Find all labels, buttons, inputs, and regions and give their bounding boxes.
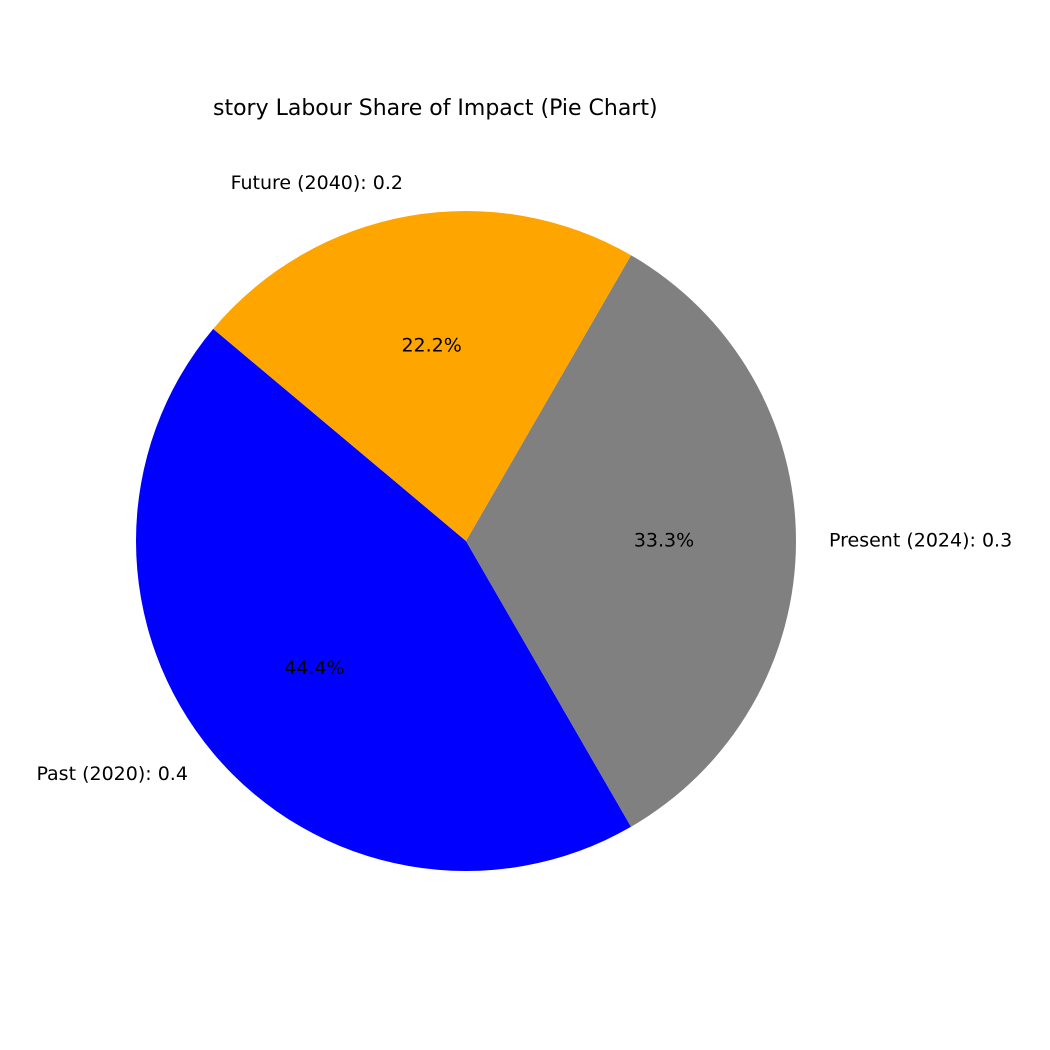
slice-label-1: Present (2024): 0.3: [829, 530, 1012, 552]
pie-slice-1: [466, 255, 796, 827]
pie-slice-2: [213, 211, 632, 542]
slice-percent-label-0: 44.4%: [284, 657, 344, 679]
pie-slices: [136, 211, 796, 871]
pie-slice-0: [136, 328, 631, 871]
chart-title: story Labour Share of Impact (Pie Chart): [213, 96, 658, 121]
slice-label-2: Future (2040): 0.2: [231, 172, 403, 194]
slice-percent-label-1: 33.3%: [634, 530, 694, 552]
pie-labels: Past (2020): 0.4 44.4% Present (2024): 0.3…: [36, 172, 1012, 785]
slice-percent-label-2: 22.2%: [401, 335, 461, 357]
slice-label-0: Past (2020): 0.4: [36, 763, 187, 785]
